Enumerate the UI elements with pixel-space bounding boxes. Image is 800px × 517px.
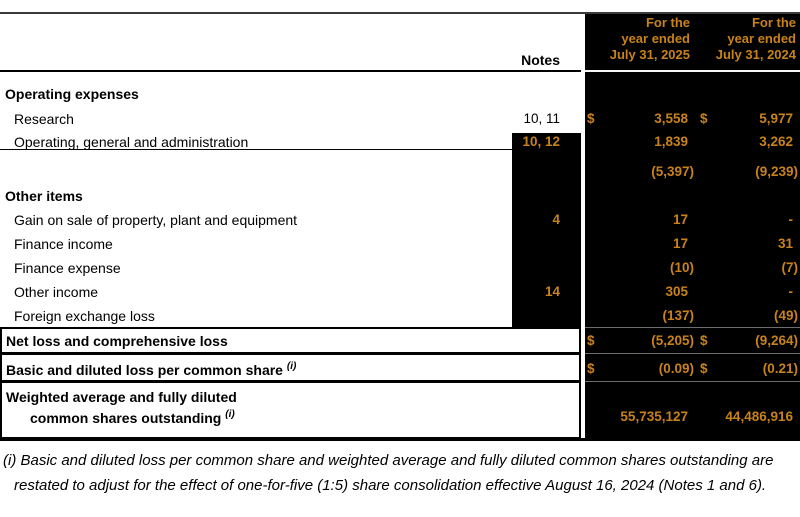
row-label-finance-income: Finance income (14, 236, 113, 252)
year-2025-column-header: For the year ended July 31, 2025 (610, 15, 690, 63)
year-2025-header-line1: For the (645, 15, 690, 30)
dollar-loss-per-share-2025: $ (587, 361, 595, 376)
value-finance-income-2025: 17 (672, 236, 688, 251)
netloss-top-rule-right (585, 327, 800, 328)
section-operating-expenses: Operating expenses (5, 86, 139, 102)
row-label-research: Research (14, 111, 74, 127)
value-loss-per-share-2025: (0.09) (658, 361, 694, 376)
weighted-avg-footnote-ref: (i) (225, 409, 235, 420)
row-label-weighted-avg-line1: Weighted average and fully diluted (6, 389, 237, 405)
note-research: 10, 11 (523, 111, 560, 126)
note-og-admin: 10, 12 (522, 134, 560, 149)
pershare-top-rule-right (585, 353, 800, 354)
value-weighted-avg-2024: 44,486,916 (725, 409, 793, 424)
year-2024-header-line1: For the (751, 15, 796, 30)
loss-per-share-text: Basic and diluted loss per common share (6, 362, 283, 378)
dollar-loss-per-share-2024: $ (700, 361, 708, 376)
value-finance-expense-2025: (10) (669, 260, 694, 275)
highlighted-values-panel (585, 14, 800, 438)
row-label-finance-expense: Finance expense (14, 260, 121, 276)
dollar-research-2024: $ (700, 111, 708, 126)
value-gain-sale-2025: 17 (672, 212, 688, 227)
value-finance-expense-2024: (7) (781, 260, 799, 275)
weighted-top-rule-right (585, 381, 800, 382)
value-fx-loss-2025: (137) (662, 308, 694, 323)
weighted-avg-text: common shares outstanding (30, 410, 222, 426)
dollar-net-loss-2025: $ (587, 333, 595, 348)
year-2024-column-header: For the year ended July 31, 2024 (716, 15, 796, 63)
value-other-income-2025: 305 (665, 284, 688, 299)
value-gain-sale-2024: - (788, 212, 794, 227)
value-fx-loss-2024: (49) (773, 308, 798, 323)
year-2025-header-line2: year ended (621, 31, 690, 46)
value-research-2025: 3,558 (654, 111, 688, 126)
header-bottom-rule-left (0, 70, 581, 72)
highlighted-notes-panel (512, 133, 581, 327)
value-loss-per-share-2024: (0.21) (762, 361, 798, 376)
note-other-income: 14 (544, 284, 560, 299)
value-finance-income-2024: 31 (777, 236, 793, 251)
notes-column-header: Notes (521, 52, 560, 68)
weighted-avg-row-box (0, 381, 581, 439)
value-net-loss-2024: (9,264) (755, 333, 798, 348)
row-label-loss-per-share: Basic and diluted loss per common share … (6, 361, 296, 378)
value-other-income-2024: - (788, 284, 794, 299)
row-label-gain-sale: Gain on sale of property, plant and equi… (14, 212, 298, 228)
opex-subtotal-rule (0, 149, 512, 150)
year-2024-header-line2: year ended (727, 31, 796, 46)
value-opex-subtotal-2024: (9,239) (755, 164, 798, 179)
row-label-fx-loss: Foreign exchange loss (14, 308, 155, 324)
value-og-admin-2025: 1,839 (654, 134, 688, 149)
section-other-items: Other items (5, 188, 83, 204)
dollar-net-loss-2024: $ (700, 333, 708, 348)
row-label-weighted-avg-line2: common shares outstanding (i) (30, 409, 235, 426)
value-net-loss-2025: (5,205) (651, 333, 694, 348)
value-research-2024: 5,977 (759, 111, 793, 126)
footnote-line2: restated to adjust for the effect of one… (14, 477, 767, 494)
header-top-rule (0, 12, 800, 14)
row-label-net-loss: Net loss and comprehensive loss (6, 333, 228, 349)
year-2024-header-line3: July 31, 2024 (715, 47, 796, 62)
value-opex-subtotal-2025: (5,397) (651, 164, 694, 179)
row-label-og-admin: Operating, general and administration (14, 134, 249, 150)
footnote-line1: (i) Basic and diluted loss per common sh… (3, 452, 774, 469)
net-loss-row-box (0, 327, 581, 354)
loss-per-share-footnote-ref: (i) (286, 361, 297, 372)
dollar-research-2025: $ (587, 111, 595, 126)
value-weighted-avg-2025: 55,735,127 (620, 409, 688, 424)
header-bottom-rule-right (585, 70, 800, 72)
year-2025-header-line3: July 31, 2025 (609, 47, 690, 62)
value-og-admin-2024: 3,262 (759, 134, 793, 149)
note-gain-sale: 4 (552, 212, 560, 227)
row-label-other-income: Other income (14, 284, 99, 300)
table-bottom-rule (0, 438, 800, 441)
